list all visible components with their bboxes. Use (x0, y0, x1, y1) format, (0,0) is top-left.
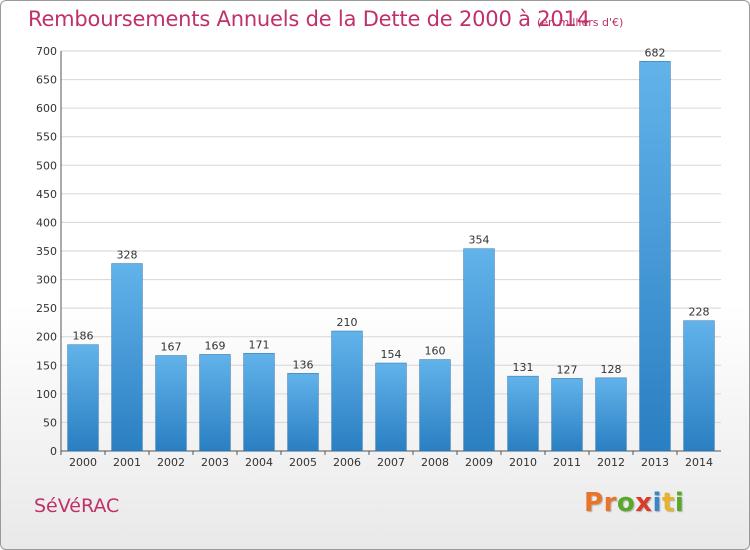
y-tick-label: 300 (36, 274, 57, 287)
y-tick-label: 400 (36, 216, 57, 229)
chart-subtitle: (en milliers d'€) (537, 16, 624, 29)
data-label-2004: 171 (249, 338, 270, 351)
y-tick-label: 50 (43, 416, 57, 429)
logo-letter: i (652, 488, 662, 518)
y-tick-label: 150 (36, 359, 57, 372)
chart-title: Remboursements Annuels de la Dette de 20… (28, 7, 590, 31)
y-tick-label: 650 (36, 74, 57, 87)
bar-2004 (243, 353, 275, 452)
x-tick-label: 2014 (685, 456, 713, 469)
bar-2007 (375, 362, 407, 452)
bar-2008 (419, 359, 451, 452)
logo-letter: t (661, 488, 675, 518)
x-tick-label: 2008 (421, 456, 449, 469)
commune-name: SéVéRAC (34, 495, 120, 517)
x-tick-label: 2006 (333, 456, 361, 469)
bar-2012 (595, 377, 627, 452)
bar-2006 (331, 330, 363, 452)
data-label-2010: 131 (513, 361, 534, 374)
x-tick-label: 2000 (69, 456, 97, 469)
data-label-2009: 354 (469, 234, 490, 247)
data-label-2014: 228 (689, 306, 710, 319)
data-label-2011: 127 (557, 363, 578, 376)
bar-2009 (463, 248, 495, 452)
logo-letter: x (635, 488, 653, 518)
data-label-2006: 210 (337, 316, 358, 329)
bar-2011 (551, 378, 583, 452)
data-label-2012: 128 (601, 363, 622, 376)
data-label-2007: 154 (381, 348, 402, 361)
x-tick-label: 2009 (465, 456, 493, 469)
logo-letter: i (674, 488, 685, 518)
x-tick-label: 2005 (289, 456, 317, 469)
data-label-2013: 682 (645, 46, 666, 59)
bar-2013 (639, 61, 671, 452)
data-label-2005: 136 (293, 358, 314, 371)
y-tick-label: 200 (36, 331, 57, 344)
y-tick-label: 550 (36, 131, 57, 144)
logo-letter: r (603, 488, 617, 518)
x-tick-label: 2010 (509, 456, 537, 469)
x-tick-label: 2004 (245, 456, 273, 469)
x-tick-label: 2001 (113, 456, 141, 469)
y-tick-label: 350 (36, 245, 57, 258)
logo-letter: o (616, 488, 636, 518)
x-tick-label: 2012 (597, 456, 625, 469)
proxiti-logo: Proxiti (584, 488, 684, 518)
logo-letter: P (584, 488, 604, 518)
data-label-2003: 169 (205, 339, 226, 352)
data-label-2002: 167 (161, 341, 182, 354)
y-tick-label: 0 (50, 445, 57, 458)
x-tick-label: 2011 (553, 456, 581, 469)
bar-2014 (683, 320, 715, 452)
data-label-2000: 186 (73, 330, 94, 343)
bar-2005 (287, 373, 319, 452)
y-tick-label: 250 (36, 302, 57, 315)
y-tick-label: 700 (36, 45, 57, 58)
x-tick-label: 2007 (377, 456, 405, 469)
data-label-2008: 160 (425, 345, 446, 358)
y-tick-label: 600 (36, 102, 57, 115)
y-tick-label: 500 (36, 159, 57, 172)
x-tick-label: 2013 (641, 456, 669, 469)
bar-2000 (67, 344, 99, 452)
x-tick-label: 2002 (157, 456, 185, 469)
bar-2003 (199, 354, 231, 452)
data-label-2001: 328 (117, 249, 138, 262)
bar-2002 (155, 355, 187, 452)
x-tick-label: 2003 (201, 456, 229, 469)
y-tick-label: 100 (36, 388, 57, 401)
bar-2001 (111, 263, 143, 452)
y-tick-label: 450 (36, 188, 57, 201)
bar-2010 (507, 375, 539, 452)
